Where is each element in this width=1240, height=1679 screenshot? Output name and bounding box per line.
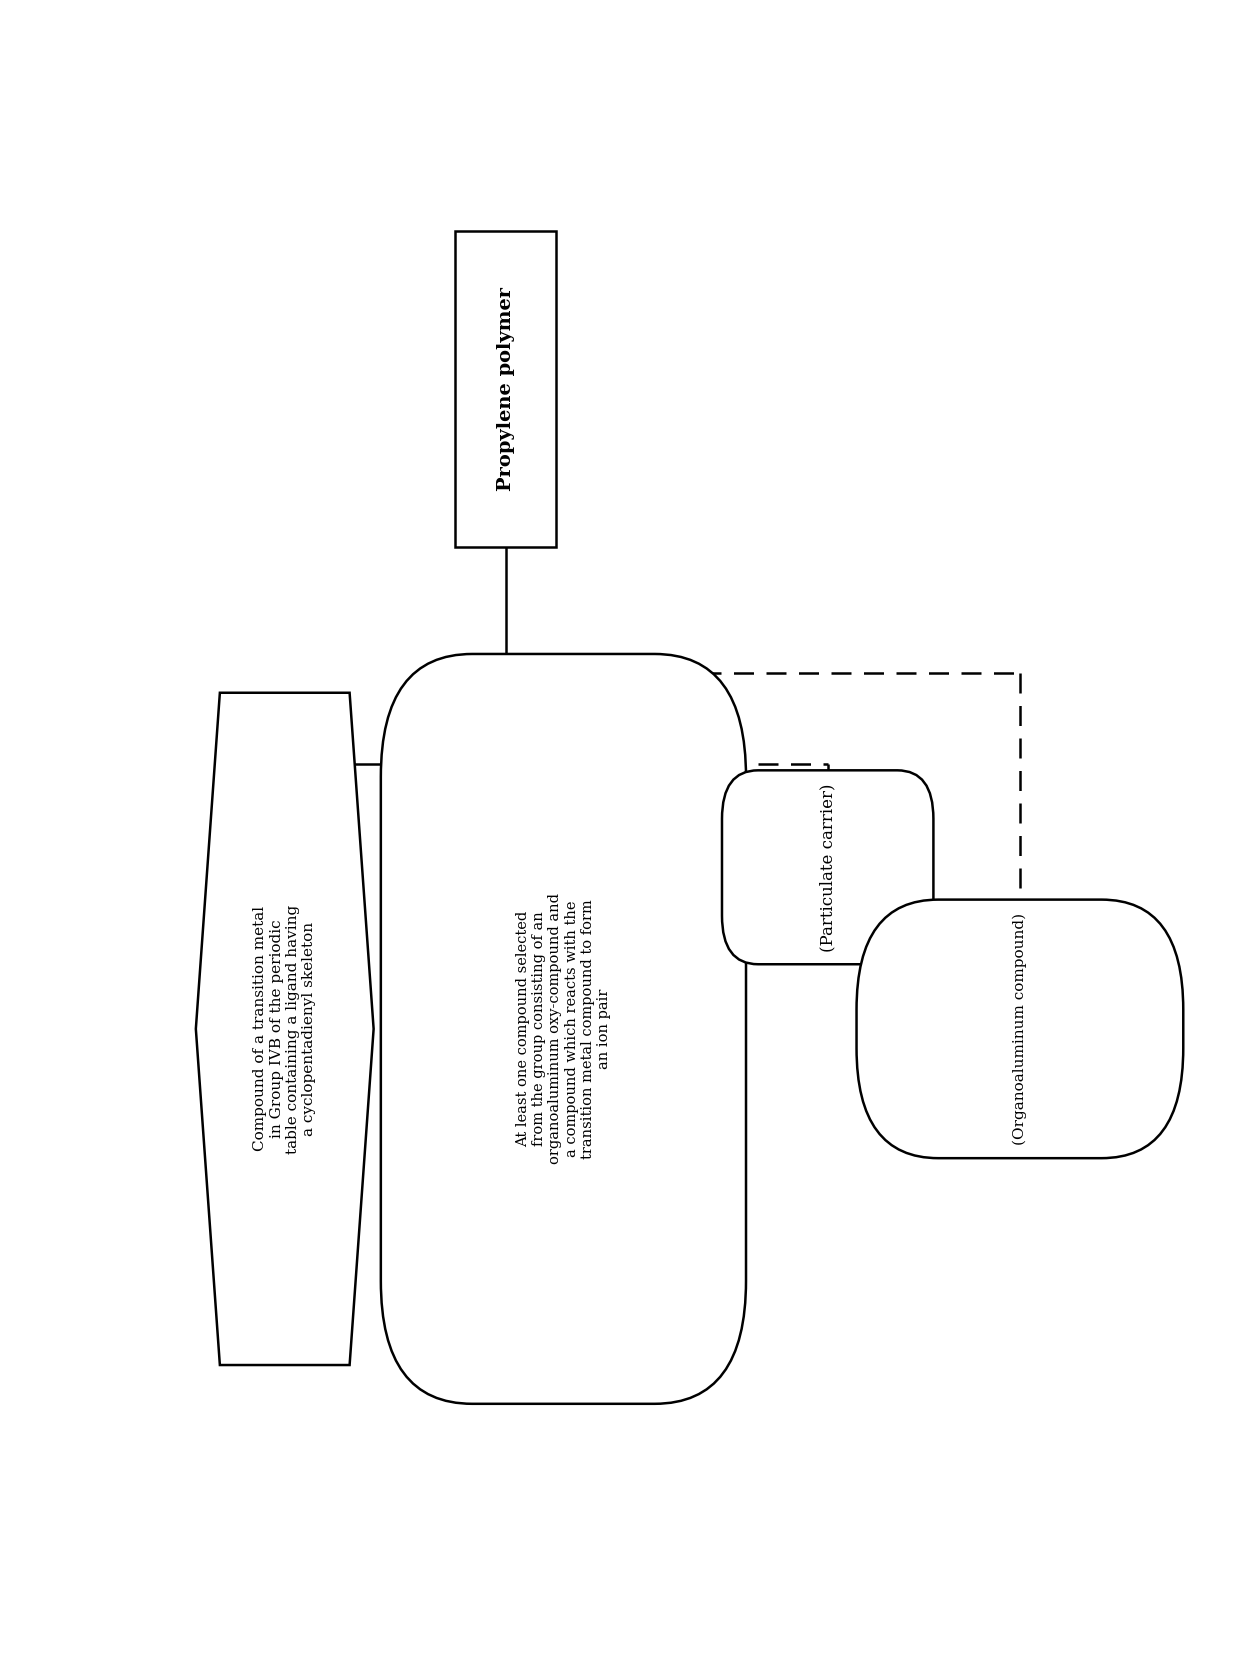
FancyBboxPatch shape	[722, 771, 934, 964]
Text: (Organoaluminum compound): (Organoaluminum compound)	[1013, 913, 1027, 1145]
Text: (Particulate carrier): (Particulate carrier)	[820, 782, 836, 952]
Text: At least one compound selected
from the group consisting of an
organoaluminum ox: At least one compound selected from the …	[516, 893, 611, 1165]
Bar	[455, 230, 557, 547]
Text: Propylene polymer: Propylene polymer	[497, 287, 515, 490]
Text: Compound of a transition metal
in Group IVB of the periodic
table containing a l: Compound of a transition metal in Group …	[253, 905, 316, 1153]
FancyBboxPatch shape	[381, 655, 746, 1404]
FancyBboxPatch shape	[857, 900, 1183, 1159]
Polygon shape	[196, 693, 373, 1365]
